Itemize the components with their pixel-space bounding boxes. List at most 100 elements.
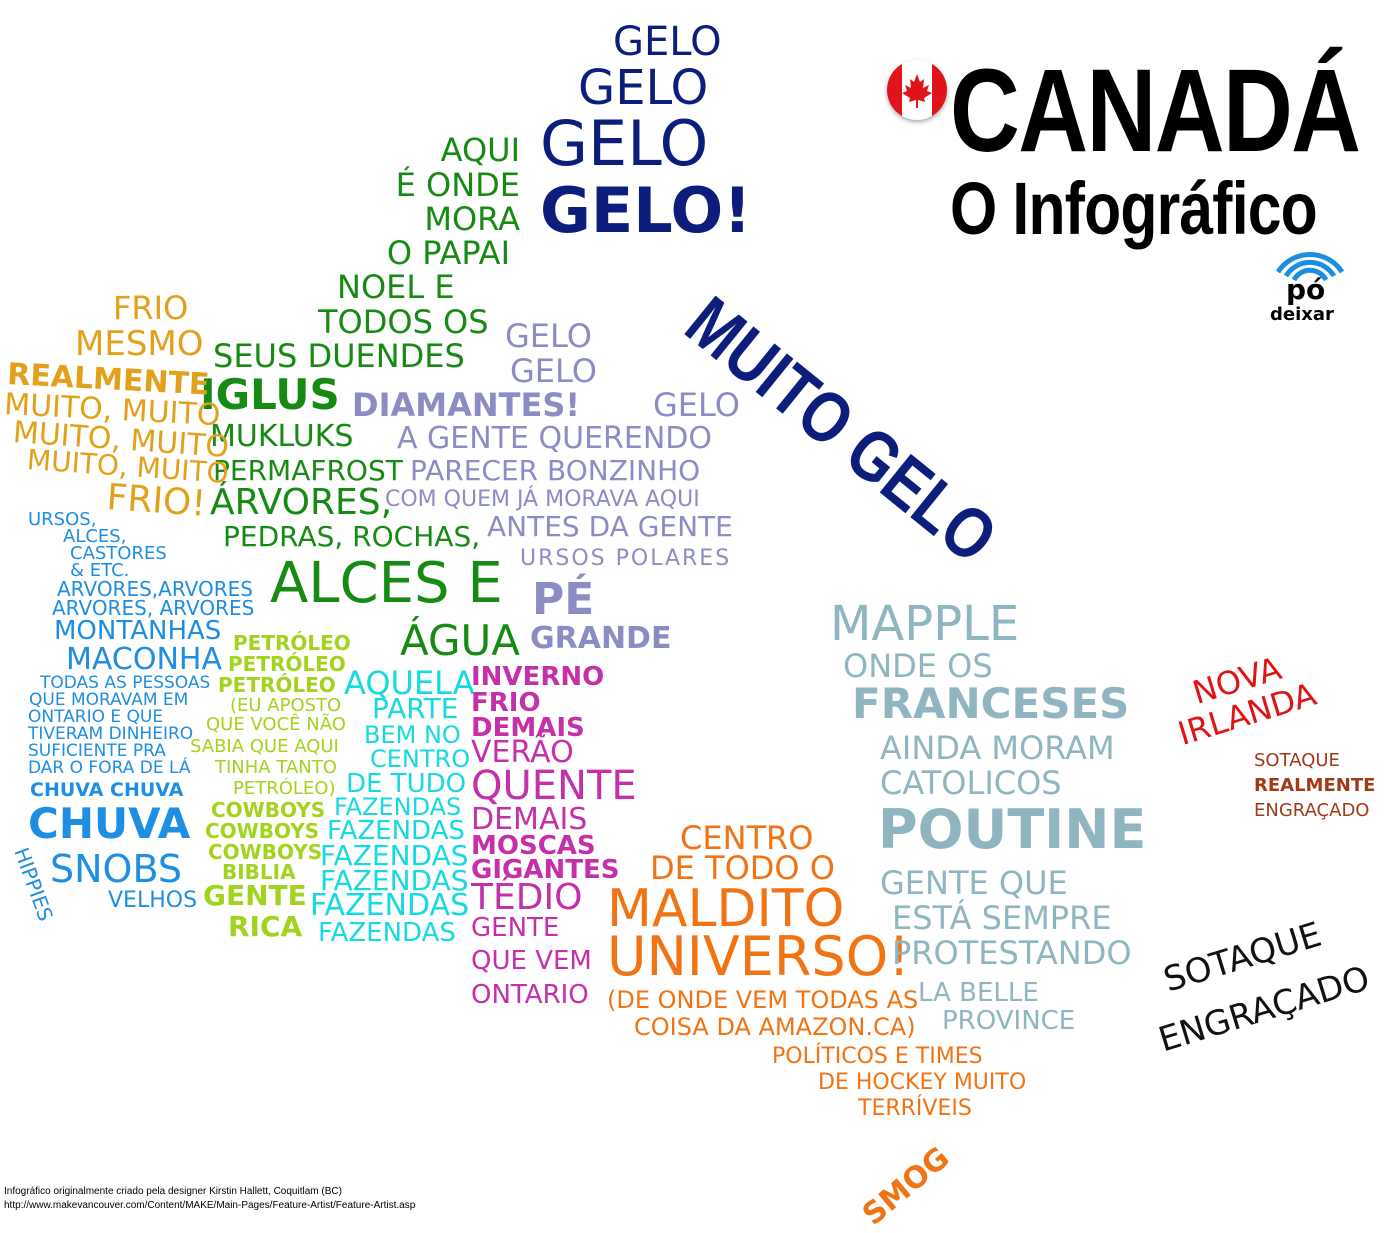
fazendas-4: FAZENDAS [320,864,469,897]
frio-mag-text: FRIO [471,688,541,718]
pe-text: PÉ [532,574,595,625]
aposto-line-1: (EU APOSTO [230,695,342,716]
etc-text: & ETC. [70,560,130,581]
maconha-text: MACONHA [66,642,222,677]
biblia-text: BIBLIA [222,860,296,884]
inverno-text: INVERNO [471,662,605,692]
velhos-text: VELHOS [108,888,198,913]
santa-line-1: AQUI [440,131,520,169]
de-todo-text: DE TODO O [650,849,835,887]
gelo-lav-1: GELO [505,317,592,355]
aposto-line-5: PETRÓLEO) [233,778,336,799]
poutine-text: POUTINE [878,798,1147,861]
santa-line-2: É ONDE [395,166,520,204]
gente-que-text: GENTE QUE [880,864,1068,902]
gigantes-text: GIGANTES [471,855,620,885]
gelo-word-4: GELO! [540,174,752,247]
mukluks-text: MUKLUKS [210,419,354,454]
chuva-text: CHUVA [28,799,191,848]
todas-line-5: SUFICIENTE PRA [28,741,166,761]
ursos-text: URSOS, [28,509,97,530]
santa-line-5: NOEL E [337,268,455,306]
province-text: PROVINCE [942,1006,1076,1036]
todas-line-6: DAR O FORA DE LÁ [28,758,191,778]
coisa-text: COISA DA AMAZON.CA) [634,1013,916,1041]
castores-text: CASTORES [70,543,167,564]
bem-no-text: BEM NO [364,721,461,749]
engracado-small-1: ENGRAÇADO [1254,800,1370,821]
credit-link[interactable]: http://www.makevancouver.com/Content/MAK… [4,1200,416,1211]
petroleo-3: PETRÓLEO [218,673,336,697]
nova-irlanda-text: NOVA IRLANDA [1173,649,1321,754]
verao-text: VERÃO [471,735,574,770]
ursos-polares-text: URSOS POLARES [520,546,732,571]
fazendas-3: FAZENDAS [320,839,469,872]
realmente-east-text: REALMENTE [1254,775,1376,796]
canada-flag-icon [887,60,947,120]
cowboys-2: COWBOYS [205,819,320,843]
ontario-text: ONTARIO [471,980,589,1010]
aquela-text: AQUELA [344,664,475,702]
centro-text: CENTRO [680,819,814,857]
permafrost-text: PERMAFROST [213,454,403,487]
mapple-text: MAPPLE [830,596,1020,652]
diamantes-text: DIAMANTES! [352,386,580,424]
protestando-text: PROTESTANDO [892,934,1132,972]
fazendas-2: FAZENDAS [327,816,465,846]
demais-text: DEMAIS [471,713,585,743]
esta-sempre-text: ESTÁ SEMPRE [892,899,1112,937]
politicos-text: POLÍTICOS E TIMES [772,1044,983,1069]
fazendas-1: FAZENDAS [334,793,462,821]
agua-text: ÁGUA [400,616,521,665]
que-vem-text: QUE VEM [471,946,592,976]
de-onde-text: (DE ONDE VEM TODAS AS [607,986,919,1014]
gelo-word-2: GELO [578,60,709,116]
gente-mag-text: GENTE [471,913,560,943]
frio2-text: FRIO! [105,477,208,525]
onde-os-text: ONDE OS [843,647,993,685]
quente-text: QUENTE [471,763,637,809]
pedras-text: PEDRAS, ROCHAS, [223,520,481,553]
ainda-moram-text: AINDA MORAM [880,729,1115,767]
com-quem-text: COM QUEM JÁ MORAVA AQUI [385,487,700,512]
santa-line-6: TODOS OS [318,303,489,341]
aposto-line-2: QUE VOCÊ NÃO [206,714,346,735]
arvores-text: ÁRVORES, [210,482,393,523]
santa-line-4: O PAPAI [386,234,510,272]
hockey-text: DE HOCKEY MUITO [818,1070,1027,1095]
aposto-line-3: SABIA QUE AQUI [190,736,339,757]
catolicos-text: CATOLICOS [880,764,1062,802]
cowboys-3: COWBOYS [208,840,323,864]
page-subtitle: O Infográfico [950,167,1318,250]
todas-line-3: ONTARIO E QUE [28,707,164,727]
franceses-text: FRANCESES [852,679,1130,728]
podeixar-logo: pó deixar [1268,250,1352,326]
arvores-west-1: ARVORES,ARVORES [57,577,253,601]
sotaque-small-1: SOTAQUE [1254,750,1340,771]
gelo-lav-2: GELO [510,352,597,390]
demais-2-text: DEMAIS [471,802,588,837]
gelo-lav-3: GELO [653,386,740,424]
alces-text: ALCES E [270,551,503,616]
logo-text-bottom: deixar [1270,304,1334,325]
arvores-west-2: ARVORES, ARVORES [52,596,255,620]
parecer-text: PARECER BONZINHO [410,454,701,487]
gente-rica-2: RICA [228,910,303,943]
petroleo-2: PETRÓLEO [228,652,346,676]
todas-line-1: TODAS AS PESSOAS [40,673,211,693]
tedio-text: TÉDIO [471,877,583,918]
mesmo-text: MESMO [75,324,204,364]
fazendas-5: FAZENDAS [310,888,470,923]
parte-text: PARTE [372,692,459,725]
todas-line-2: QUE MORAVAM EM [29,690,189,710]
gelo-word-1: GELO [613,19,722,65]
page-title: CANADÁ [950,45,1361,177]
aposto-line-4: TINHA TANTO [215,757,337,778]
la-belle-text: LA BELLE [918,978,1039,1008]
todas-line-4: TIVERAM DINHEIRO [28,724,194,744]
gelo-word-3: GELO [540,107,709,180]
santa-line-7: SEUS DUENDES [213,337,465,375]
petroleo-1: PETRÓLEO [233,631,351,655]
moscas-text: MOSCAS [471,831,596,861]
terriveis-text: TERRÍVEIS [858,1096,972,1121]
